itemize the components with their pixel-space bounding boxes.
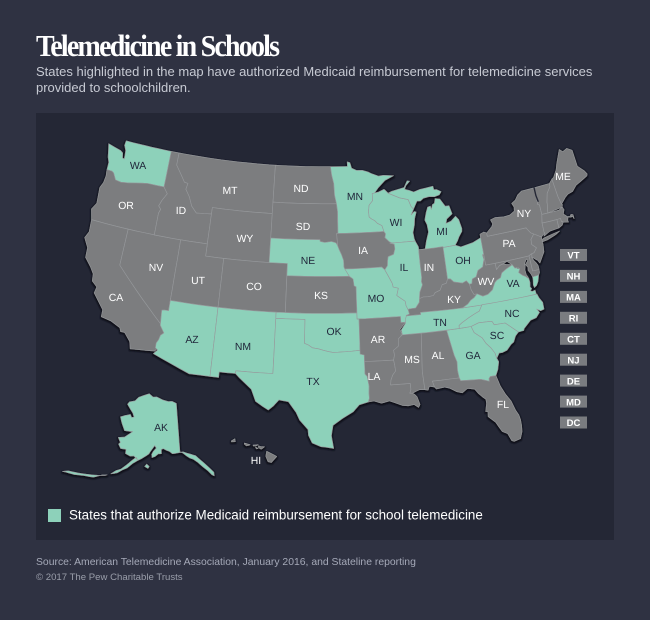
- svg-text:GA: GA: [465, 351, 480, 362]
- svg-text:MO: MO: [368, 294, 385, 305]
- svg-text:DC: DC: [567, 418, 581, 429]
- svg-text:NE: NE: [301, 256, 316, 267]
- svg-text:NY: NY: [517, 209, 532, 220]
- svg-text:CA: CA: [109, 293, 124, 304]
- svg-text:CO: CO: [246, 282, 262, 293]
- svg-text:FL: FL: [497, 400, 509, 411]
- svg-text:MS: MS: [404, 355, 420, 366]
- svg-text:CT: CT: [567, 335, 580, 346]
- svg-text:PA: PA: [502, 239, 515, 250]
- svg-text:SD: SD: [296, 222, 310, 233]
- svg-text:KY: KY: [447, 295, 461, 306]
- svg-text:RI: RI: [569, 314, 579, 325]
- svg-text:ME: ME: [555, 172, 571, 183]
- svg-text:AZ: AZ: [185, 335, 199, 346]
- svg-text:HI: HI: [251, 456, 261, 467]
- svg-text:MI: MI: [436, 227, 448, 238]
- svg-text:AK: AK: [154, 423, 168, 434]
- svg-text:OK: OK: [326, 327, 341, 338]
- svg-text:WY: WY: [237, 234, 254, 245]
- svg-text:AR: AR: [371, 335, 386, 346]
- svg-text:IL: IL: [400, 263, 409, 274]
- svg-text:VT: VT: [567, 251, 579, 262]
- svg-text:VA: VA: [506, 279, 519, 290]
- svg-text:TN: TN: [433, 318, 447, 329]
- svg-text:DE: DE: [567, 376, 580, 387]
- svg-text:OH: OH: [455, 256, 471, 267]
- svg-text:TX: TX: [306, 377, 319, 388]
- svg-text:IA: IA: [358, 246, 368, 257]
- svg-text:NH: NH: [567, 272, 581, 283]
- svg-text:NV: NV: [149, 263, 164, 274]
- svg-text:WI: WI: [390, 218, 403, 229]
- svg-text:MN: MN: [347, 192, 363, 203]
- svg-text:AL: AL: [432, 351, 445, 362]
- svg-text:NC: NC: [504, 309, 520, 320]
- svg-text:LA: LA: [368, 372, 381, 383]
- svg-text:SC: SC: [490, 331, 505, 342]
- svg-text:MA: MA: [566, 293, 581, 304]
- svg-text:ND: ND: [293, 184, 308, 195]
- svg-text:WA: WA: [130, 161, 146, 172]
- svg-text:MD: MD: [566, 397, 581, 408]
- svg-text:WV: WV: [478, 277, 495, 288]
- svg-text:OR: OR: [118, 201, 134, 212]
- svg-text:KS: KS: [314, 291, 328, 302]
- svg-text:UT: UT: [191, 276, 206, 287]
- svg-text:NM: NM: [235, 342, 251, 353]
- svg-text:ID: ID: [176, 206, 186, 217]
- svg-text:States that authorize Medicaid: States that authorize Medicaid reimburse…: [69, 508, 483, 523]
- svg-text:MT: MT: [222, 186, 238, 197]
- svg-text:NJ: NJ: [567, 355, 579, 366]
- svg-text:IN: IN: [424, 263, 434, 274]
